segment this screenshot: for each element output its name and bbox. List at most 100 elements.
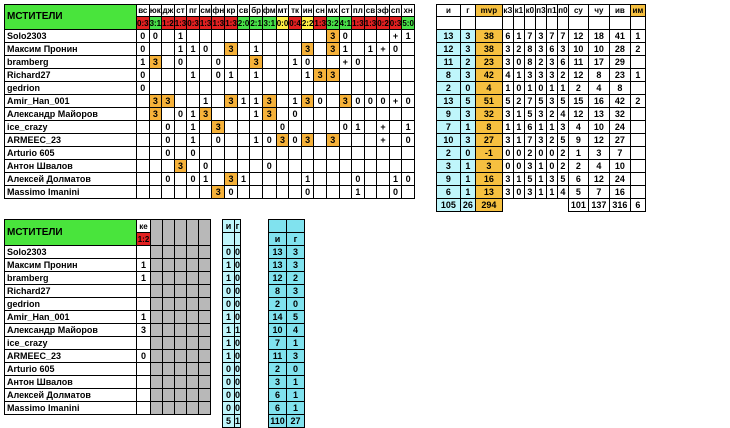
empty-slot <box>162 401 175 415</box>
match-cell <box>236 133 251 147</box>
empty-slot <box>174 375 187 389</box>
match-cell: 0 <box>173 55 188 69</box>
spacer <box>414 173 436 186</box>
player-stat: 9 <box>435 107 461 121</box>
player-row: ARMEEC_23 0 1 0 1 0 3 0 3 3 +0 10 3 27 3 1 7 3 2 5 9 12 27 <box>4 133 646 147</box>
match-cell <box>363 68 378 82</box>
match-cell <box>325 120 340 134</box>
match-cell <box>261 172 277 186</box>
match-cell: 0 <box>388 42 403 56</box>
stat-header: ив <box>608 4 631 17</box>
match-cell <box>275 146 290 160</box>
opponent-abbr: фм <box>261 4 277 17</box>
match-cell <box>300 146 315 160</box>
match-cell <box>236 185 251 199</box>
player-stat: 10 <box>435 133 461 147</box>
player-stat: 1 <box>501 81 514 95</box>
player-row: gedrion 0 2 0 4 1 0 1 0 1 1 2 4 8 <box>4 81 646 95</box>
opponent-abbr: св <box>363 4 378 17</box>
match-cell: 0 <box>338 120 353 134</box>
player-row: Solo2303 0 0 1 3 0 +1 13 3 38 6 1 7 3 7 7 12 18 41 1 <box>4 29 646 43</box>
match-cell <box>236 42 251 56</box>
player-stat: 5 <box>556 172 569 186</box>
match-cell: 3 <box>275 133 290 147</box>
player-stat: 10 <box>567 42 589 56</box>
match-cell <box>249 81 263 95</box>
stat-header: г <box>286 232 305 246</box>
player-stat: 2 <box>556 159 569 173</box>
match-result: 3:2 <box>325 16 340 30</box>
player-name: Massimo Imanini <box>4 401 137 415</box>
player-stat: 7 <box>435 120 461 134</box>
match-cell: 1 <box>388 172 403 186</box>
match-cell: 1 <box>351 185 365 199</box>
player-stat: 0 <box>222 388 235 402</box>
empty-slot <box>162 245 175 259</box>
player-stat: 1 <box>512 120 525 134</box>
player-name: bramberg <box>4 55 137 69</box>
match-cell <box>211 172 226 186</box>
match-result: 1:3 <box>173 16 188 30</box>
player-stat: 6 <box>545 42 558 56</box>
empty-slot <box>162 349 175 363</box>
match-cell <box>363 81 378 95</box>
match-cell <box>211 107 226 121</box>
match-cell <box>186 55 200 69</box>
player-name: Solo2303 <box>4 29 137 43</box>
match-cell <box>136 120 150 134</box>
match-cell <box>236 55 251 69</box>
match-cell: 3 <box>325 133 340 147</box>
player-stat: 13 <box>474 185 503 199</box>
match-cell: 0 <box>211 68 226 82</box>
player-row: Максим Пронин 0 1 1 0 3 1 3 3 1 1 +0 12 3 38 3 2 8 3 6 3 10 10… <box>4 42 646 56</box>
match-cell: 0 <box>136 42 150 56</box>
player-name: Алексей Долматов <box>4 388 137 402</box>
stat-header: им <box>629 4 646 17</box>
match-cell: 0 <box>211 55 226 69</box>
player-stat: 27 <box>474 133 503 147</box>
player-stat: 0 <box>501 159 514 173</box>
match-cell: 3 <box>261 94 277 108</box>
spacer <box>211 402 223 415</box>
empty-slot <box>150 271 163 285</box>
player-name: Максим Пронин <box>4 42 137 56</box>
empty-slot <box>198 310 211 324</box>
match-cell: 1 <box>224 68 238 82</box>
player-stat: 0 <box>501 146 514 160</box>
player-stat <box>629 159 646 173</box>
player-stat: 0 <box>233 362 242 376</box>
player-row: Massimo Imanini 3 0 0 1 0 6 1 13 3 0 3 1 1 4 5 7 16 <box>4 185 646 199</box>
match-cell <box>313 107 327 121</box>
empty-slot <box>186 258 199 272</box>
player-stat: 3 <box>545 68 558 82</box>
player-stat: 0 <box>233 245 242 259</box>
player-name: Richard27 <box>4 284 137 298</box>
player-stat: 1 <box>512 107 525 121</box>
match-cell <box>198 185 213 199</box>
match-cell <box>224 55 238 69</box>
player-stat: 7 <box>587 185 610 199</box>
match-cell <box>224 159 238 173</box>
match-cell <box>236 146 251 160</box>
player-stat: 1 <box>534 172 547 186</box>
match-result: 0:3 <box>136 16 150 30</box>
player-stat: 24 <box>608 172 631 186</box>
match-cell: 0 <box>161 120 175 134</box>
match-result: 2:2 <box>300 16 315 30</box>
spacer <box>237 199 250 212</box>
match-cell: 1 <box>173 29 188 43</box>
player-row: Александр Майоров 3 0 1 3 1 3 0 9 3 32 3 1 5 3 2 4 12 13 32 <box>4 107 646 121</box>
spacer <box>352 199 365 212</box>
player-stat: 3 <box>459 133 476 147</box>
empty-slot <box>174 349 187 363</box>
empty-slot <box>186 323 199 337</box>
spacer <box>162 199 175 212</box>
player-stat: 1 <box>534 159 547 173</box>
player-stat: 2 <box>567 159 589 173</box>
match-cell: 1 <box>338 42 353 56</box>
stat-header-blank <box>222 232 235 246</box>
secondary-stats-table: МСТИТЕЛИ ке и г 1:2 Solo2303 0 0 Максим Пронин 1 1… <box>4 219 242 428</box>
match-cell <box>173 68 188 82</box>
spacer <box>414 95 436 108</box>
